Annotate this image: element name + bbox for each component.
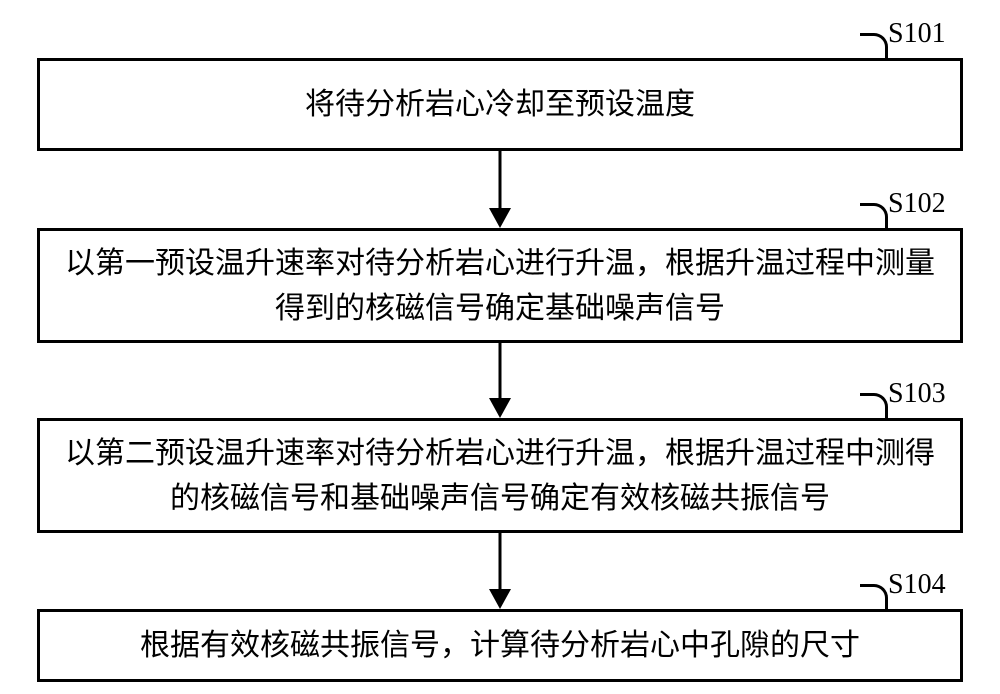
flow-arrow-head xyxy=(489,208,511,228)
flow-node: 以第二预设温升速率对待分析岩心进行升温，根据升温过程中测得的核磁信号和基础噪声信… xyxy=(37,418,963,533)
label-connector xyxy=(860,33,888,58)
label-connector xyxy=(860,584,888,609)
flow-node: 以第一预设温升速率对待分析岩心进行升温，根据升温过程中测量得到的核磁信号确定基础… xyxy=(37,228,963,343)
step-label: S101 xyxy=(888,18,946,50)
flow-node-text: 以第一预设温升速率对待分析岩心进行升温，根据升温过程中测量得到的核磁信号确定基础… xyxy=(58,241,942,331)
flow-arrow-line xyxy=(499,343,502,398)
step-label: S103 xyxy=(888,378,946,410)
step-label: S104 xyxy=(888,569,946,601)
flow-arrow-head xyxy=(489,398,511,418)
flow-node: 根据有效核磁共振信号，计算待分析岩心中孔隙的尺寸 xyxy=(37,609,963,682)
flowchart-canvas: 将待分析岩心冷却至预设温度 S101 以第一预设温升速率对待分析岩心进行升温，根据升… xyxy=(0,0,1000,694)
step-label: S102 xyxy=(888,188,946,220)
flow-arrow-line xyxy=(499,533,502,589)
flow-arrow-line xyxy=(499,151,502,208)
label-connector xyxy=(860,203,888,228)
label-connector xyxy=(860,393,888,418)
flow-node-text: 将待分析岩心冷却至预设温度 xyxy=(305,82,695,127)
flow-arrow-head xyxy=(489,589,511,609)
flow-node-text: 根据有效核磁共振信号，计算待分析岩心中孔隙的尺寸 xyxy=(140,623,860,668)
flow-node: 将待分析岩心冷却至预设温度 xyxy=(37,58,963,151)
flow-node-text: 以第二预设温升速率对待分析岩心进行升温，根据升温过程中测得的核磁信号和基础噪声信… xyxy=(58,431,942,521)
